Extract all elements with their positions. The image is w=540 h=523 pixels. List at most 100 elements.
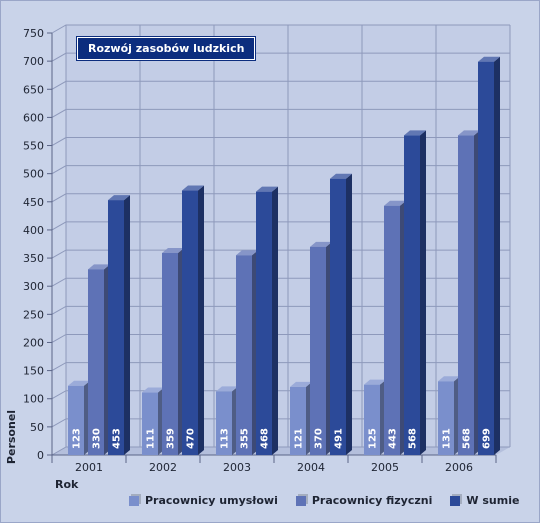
data-label: 113 bbox=[220, 428, 231, 449]
y-tick-label: 550 bbox=[23, 140, 44, 153]
data-label: 468 bbox=[260, 428, 271, 449]
bar-side bbox=[198, 185, 204, 455]
x-tick-label: 2001 bbox=[75, 461, 103, 474]
y-tick-label: 500 bbox=[23, 168, 44, 181]
y-tick-label: 50 bbox=[30, 421, 44, 434]
label-layer: 0 50 100 150 200 250 300 350 400 450 500 550 600 650 7… bbox=[23, 27, 493, 474]
legend-swatch-w-sumie bbox=[450, 495, 461, 506]
bar-top bbox=[182, 185, 204, 191]
y-tick-label: 750 bbox=[23, 27, 44, 40]
y-tick-label: 450 bbox=[23, 196, 44, 209]
bar-top bbox=[384, 200, 406, 206]
bar bbox=[68, 385, 84, 455]
bar-side bbox=[420, 130, 426, 455]
y-tick-label: 650 bbox=[23, 83, 44, 96]
legend: Pracownicy umysłowi Pracownicy fizyczni … bbox=[129, 494, 519, 507]
y-axis-title: Personel bbox=[5, 410, 18, 464]
bar bbox=[364, 384, 380, 455]
x-tick-label: 2002 bbox=[149, 461, 177, 474]
chart-title: Rozwój zasobów ludzkich bbox=[75, 36, 257, 61]
legend-label: W sumie bbox=[466, 494, 520, 507]
bar-top bbox=[256, 186, 278, 192]
data-label: 111 bbox=[146, 428, 157, 449]
bar bbox=[216, 391, 232, 455]
bar-top bbox=[236, 250, 258, 256]
y-tick-label: 600 bbox=[23, 111, 44, 124]
y-tick-label: 250 bbox=[23, 308, 44, 321]
bar bbox=[438, 381, 454, 455]
legend-swatch-pracownicy-fizyczni bbox=[295, 495, 306, 506]
x-axis-title: Rok bbox=[55, 478, 79, 491]
y-tick-label: 200 bbox=[23, 336, 44, 349]
bar bbox=[330, 178, 346, 456]
x-tick-label: 2005 bbox=[371, 461, 399, 474]
bar bbox=[108, 200, 124, 455]
data-label: 470 bbox=[186, 428, 197, 449]
bar-side bbox=[124, 195, 130, 455]
data-label: 370 bbox=[314, 428, 325, 449]
bar-top bbox=[364, 379, 386, 385]
data-label: 568 bbox=[408, 428, 419, 449]
legend-swatch-pracownicy-umyslowi bbox=[129, 495, 139, 506]
bar-top bbox=[216, 386, 238, 392]
data-label: 330 bbox=[92, 428, 103, 449]
data-label: 491 bbox=[334, 428, 345, 449]
y-tick-label: 0 bbox=[37, 449, 44, 462]
y-tick-label: 100 bbox=[23, 393, 44, 406]
bar bbox=[142, 392, 158, 455]
bar bbox=[182, 190, 198, 455]
x-tick-label: 2006 bbox=[445, 461, 473, 474]
y-tick-label: 700 bbox=[23, 55, 44, 68]
bar-top bbox=[478, 56, 500, 62]
bar-top bbox=[458, 130, 480, 136]
bar-top bbox=[310, 241, 332, 247]
data-label: 699 bbox=[482, 428, 493, 449]
bar bbox=[236, 255, 252, 455]
x-tick-label: 2004 bbox=[297, 461, 325, 474]
data-label: 131 bbox=[442, 428, 453, 449]
bar-top bbox=[142, 387, 164, 393]
data-label: 453 bbox=[112, 428, 123, 449]
data-label: 355 bbox=[240, 428, 251, 449]
bar bbox=[458, 135, 474, 455]
bar-layer bbox=[68, 56, 500, 456]
bar-side bbox=[494, 56, 500, 456]
legend-item-w-sumie: W sumie bbox=[450, 494, 519, 507]
legend-label: Pracownicy umysłowi bbox=[145, 494, 278, 507]
bar-top bbox=[290, 381, 312, 387]
data-label: 568 bbox=[462, 428, 473, 449]
bar-top bbox=[108, 195, 130, 201]
bar-side bbox=[346, 173, 352, 456]
x-tick-label: 2003 bbox=[223, 461, 251, 474]
data-label: 443 bbox=[388, 428, 399, 449]
bar bbox=[256, 191, 272, 455]
bar-top bbox=[438, 376, 460, 382]
grid-layer bbox=[47, 24, 511, 463]
bar bbox=[310, 246, 326, 455]
bar bbox=[478, 61, 494, 456]
bar-top bbox=[404, 130, 426, 136]
data-label: 123 bbox=[72, 428, 83, 449]
bar bbox=[290, 386, 306, 455]
y-tick-label: 300 bbox=[23, 280, 44, 293]
bar-top bbox=[88, 264, 110, 270]
data-label: 125 bbox=[368, 428, 379, 449]
bar bbox=[384, 205, 400, 455]
y-tick-label: 150 bbox=[23, 365, 44, 378]
legend-item-pracownicy-fizyczni: Pracownicy fizyczni bbox=[295, 494, 433, 507]
bar bbox=[162, 253, 178, 455]
bar bbox=[88, 269, 104, 455]
bar-top bbox=[68, 380, 90, 386]
data-label: 359 bbox=[166, 428, 177, 449]
bar-side bbox=[272, 186, 278, 455]
bar-top bbox=[330, 173, 352, 179]
legend-item-pracownicy-umyslowi: Pracownicy umysłowi bbox=[129, 494, 278, 507]
bar bbox=[404, 135, 420, 455]
bar-top bbox=[162, 248, 184, 254]
y-tick-label: 350 bbox=[23, 252, 44, 265]
data-label: 121 bbox=[294, 428, 305, 449]
y-tick-label: 400 bbox=[23, 224, 44, 237]
legend-label: Pracownicy fizyczni bbox=[311, 494, 433, 507]
